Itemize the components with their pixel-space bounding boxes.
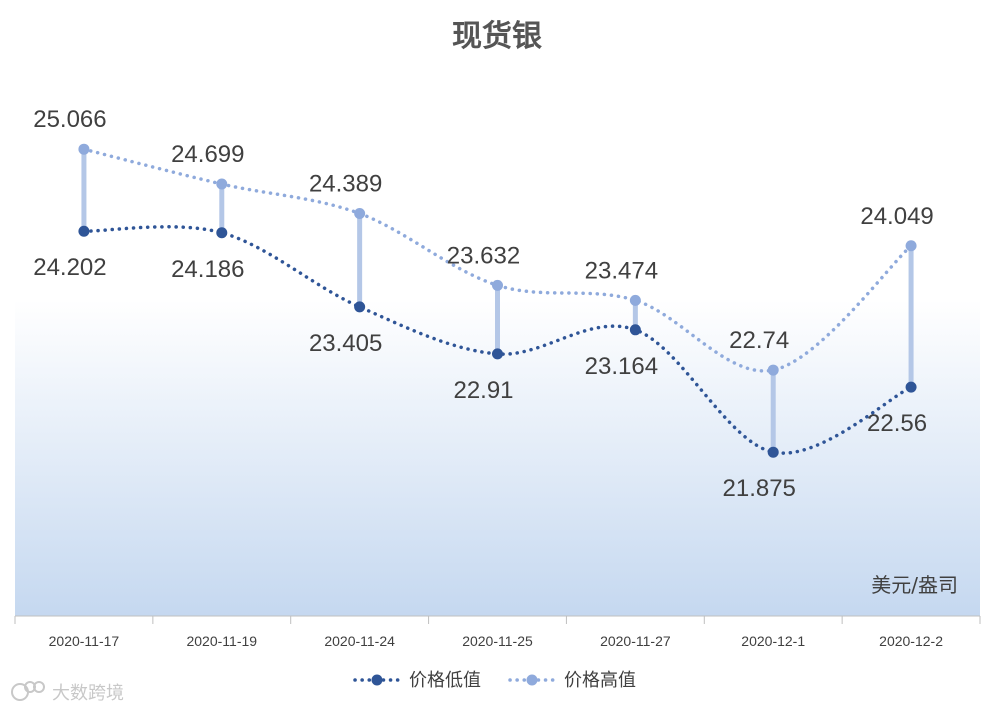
legend-marker [371,674,383,686]
data-point-low [216,227,228,239]
x-tick-label: 2020-11-17 [49,633,120,649]
data-point-low [767,446,779,458]
x-tick-label: 2020-11-24 [324,633,395,649]
data-label-low: 23.405 [309,330,382,357]
legend-item-low: 价格低值 [353,670,481,691]
legend-item-high: 价格高值 [508,670,636,691]
brand-logo-icon [11,681,45,701]
data-point-low [354,301,366,313]
data-point-high [354,207,366,219]
data-point-low [629,324,641,336]
data-point-low [78,225,90,237]
x-tick-label: 2020-11-27 [600,633,671,649]
data-point-high [905,240,917,252]
unit-label: 美元/盎司 [871,573,958,597]
data-point-low [492,348,503,360]
watermark: 大数跨境 [11,681,124,704]
x-tick-label: 2020-11-25 [462,633,533,649]
legend-label: 价格高值 [564,670,636,691]
data-label-high: 23.632 [447,242,520,269]
data-label-high: 24.699 [171,141,244,168]
data-label-high: 25.066 [33,106,106,133]
x-tick-label: 2020-11-19 [186,633,257,649]
watermark-text: 大数跨境 [52,683,124,704]
data-label-low: 22.91 [453,377,513,404]
data-label-high: 23.474 [585,257,658,284]
data-point-high [629,294,641,306]
data-label-low: 24.202 [33,254,106,281]
data-point-low [905,381,917,393]
chart-title: 现货银 [452,19,542,54]
data-point-high [767,364,779,376]
data-label-low: 24.186 [171,256,244,283]
legend-label: 价格低值 [409,670,481,691]
data-label-high: 24.049 [860,203,933,230]
x-tick-label: 2020-12-1 [741,633,805,649]
data-label-high: 24.389 [309,170,382,197]
data-label-low: 23.164 [585,353,658,380]
x-tick-label: 2020-12-2 [879,633,943,649]
data-label-low: 21.875 [723,475,796,502]
data-point-high [492,279,503,291]
data-point-high [216,178,228,190]
data-label-high: 22.74 [729,327,789,354]
data-label-low: 22.56 [867,410,927,437]
legend-marker [526,674,538,686]
data-point-high [78,143,90,155]
